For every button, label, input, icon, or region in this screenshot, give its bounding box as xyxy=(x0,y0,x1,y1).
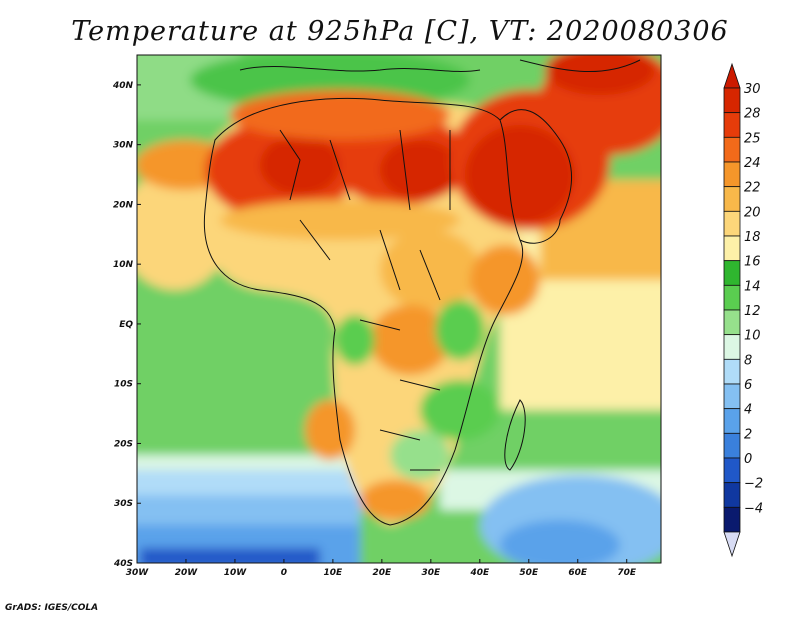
colorbar-label: 28 xyxy=(744,107,761,122)
lat-tick-label: EQ xyxy=(119,320,133,330)
lon-tick-label: 0 xyxy=(281,568,287,578)
lon-tick-label: 70E xyxy=(617,568,637,578)
colorbar-segment xyxy=(723,235,741,262)
lat-tick-label: 40N xyxy=(112,81,134,91)
map-title: Temperature at 925hPa [C], VT: 202008030… xyxy=(71,16,729,47)
colorbar-label: −2 xyxy=(744,477,763,492)
colorbar-segment xyxy=(723,309,741,336)
map-frame xyxy=(136,54,662,564)
colorbar-segment xyxy=(723,112,741,138)
lat-tick-label: 40S xyxy=(113,559,133,569)
colorbar-segment xyxy=(723,506,741,533)
lon-tick-label: 10W xyxy=(224,568,248,578)
colorbar-segment xyxy=(723,408,741,434)
lat-tick-label: 30S xyxy=(114,499,133,509)
lon-tick-label: 20W xyxy=(175,568,199,578)
colorbar-label: 8 xyxy=(744,353,752,368)
colorbar-segment xyxy=(723,210,741,237)
colorbar-segment xyxy=(723,358,741,385)
colorbar-label: 18 xyxy=(744,230,761,245)
colorbar-label: −4 xyxy=(744,501,763,516)
colorbar-bottom-arrow xyxy=(723,531,741,558)
lat-tick-label: 20N xyxy=(113,200,134,210)
lat-tick-label: 20S xyxy=(114,439,133,449)
colorbar-label: 4 xyxy=(744,403,752,418)
colorbar-segment xyxy=(723,432,741,459)
colorbar-segment xyxy=(723,186,741,212)
lat-tick-label: 10S xyxy=(114,380,133,390)
colorbar-label: 2 xyxy=(744,427,752,442)
colorbar-label: 25 xyxy=(744,131,761,146)
colorbar-segment xyxy=(723,87,741,114)
colorbar-label: 12 xyxy=(744,304,761,319)
colorbar-segment xyxy=(723,136,741,163)
lat-tick-label: 10N xyxy=(113,260,134,270)
lon-tick-label: 50E xyxy=(519,568,539,578)
lat-tick-label: 30N xyxy=(113,141,134,151)
grads-credit: GrADS: IGES/COLA xyxy=(5,603,99,613)
colorbar-segment xyxy=(723,482,741,508)
lon-tick-label: 20E xyxy=(373,568,393,578)
colorbar-label: 14 xyxy=(744,279,761,294)
lon-tick-label: 30E xyxy=(421,568,441,578)
lon-tick-label: 60E xyxy=(568,568,588,578)
colorbar-label: 10 xyxy=(744,329,761,344)
colorbar-label: 16 xyxy=(744,255,761,270)
lon-axis: 30W 20W 10W 0 10E 20E 30E 40E 50E 60E 70E xyxy=(126,559,637,578)
colorbar-segment xyxy=(723,383,741,410)
lon-tick-label: 30W xyxy=(126,568,150,578)
colorbar-segment xyxy=(723,457,741,484)
temperature-field xyxy=(137,55,661,563)
colorbar-segment xyxy=(723,334,741,360)
colorbar-label: 6 xyxy=(744,378,752,393)
colorbar-label: 20 xyxy=(744,205,761,220)
colorbar-label: 30 xyxy=(744,82,761,97)
colorbar-label: 24 xyxy=(744,156,761,171)
lon-tick-label: 10E xyxy=(324,568,344,578)
colorbar-segment xyxy=(723,260,741,286)
colorbar-segment xyxy=(723,284,741,311)
coastlines xyxy=(203,59,641,526)
lon-tick-label: 40E xyxy=(469,568,490,578)
colorbar-label: 0 xyxy=(744,452,752,467)
colorbar-label: 22 xyxy=(744,181,761,196)
lat-axis: 40N 30N 20N 10N EQ 10S 20S 30S 40S xyxy=(112,81,141,569)
colorbar-segment xyxy=(723,161,741,188)
colorbar-top-arrow xyxy=(723,62,741,89)
